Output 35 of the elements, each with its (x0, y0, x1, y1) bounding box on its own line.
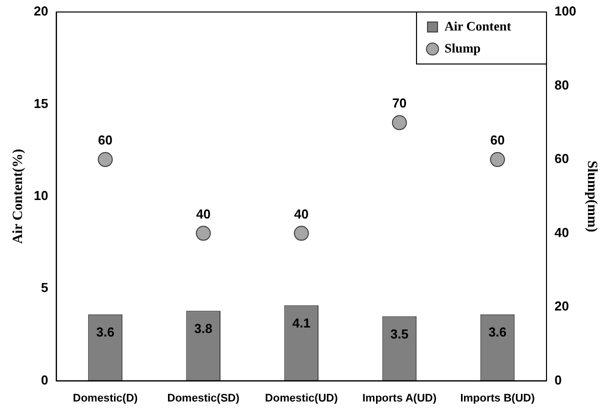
legend-label: Air Content (444, 18, 512, 34)
y-axis-title: Air Content(%) (11, 148, 26, 244)
data-label: 70 (392, 96, 407, 111)
data-label: 40 (196, 206, 211, 222)
y2-tick-label: 80 (554, 77, 569, 92)
point (392, 115, 407, 130)
x-tick-label: Domestic(SD) (167, 392, 240, 404)
data-label: 60 (490, 132, 505, 148)
y2-tick-label: 100 (554, 4, 576, 19)
data-label: 60 (98, 132, 113, 148)
data-label: 40 (294, 206, 309, 222)
data-label: 3.6 (488, 324, 507, 340)
y-tick-label: 10 (34, 188, 48, 203)
y2-tick-label: 20 (554, 298, 569, 314)
point (98, 152, 113, 168)
x-tick-label: Domestic(D) (72, 392, 138, 404)
legend-label: Slump (444, 40, 481, 56)
y-tick-label: 20 (34, 4, 48, 19)
point (196, 226, 211, 241)
y-tick-label: 0 (41, 372, 48, 388)
data-label: 3.6 (96, 324, 114, 340)
y-tick-label: 5 (41, 280, 48, 296)
point (490, 152, 505, 168)
point (294, 226, 309, 241)
data-label: 3.8 (194, 320, 212, 336)
y2-tick-label: 0 (554, 372, 562, 388)
x-tick-label: Imports B(UD) (460, 392, 536, 404)
x-tick-label: Domestic(UD) (265, 392, 338, 404)
data-label: 4.1 (292, 315, 310, 330)
data-label: 3.5 (390, 326, 408, 342)
y-tick-label: 15 (34, 96, 48, 111)
y2-axis-title: Slump(mm) (584, 160, 599, 233)
x-tick-label: Imports A(UD) (362, 392, 437, 404)
y2-tick-label: 60 (554, 151, 569, 166)
y2-tick-label: 40 (554, 224, 569, 240)
